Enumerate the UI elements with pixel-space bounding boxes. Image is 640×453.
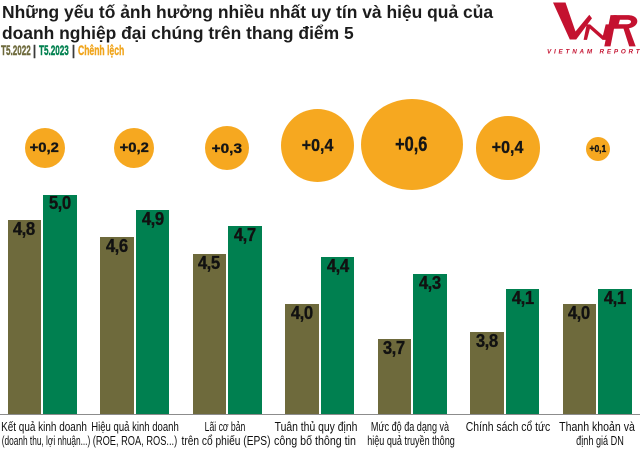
svg-text:VIETNAM REPORT: VIETNAM REPORT — [547, 49, 640, 56]
